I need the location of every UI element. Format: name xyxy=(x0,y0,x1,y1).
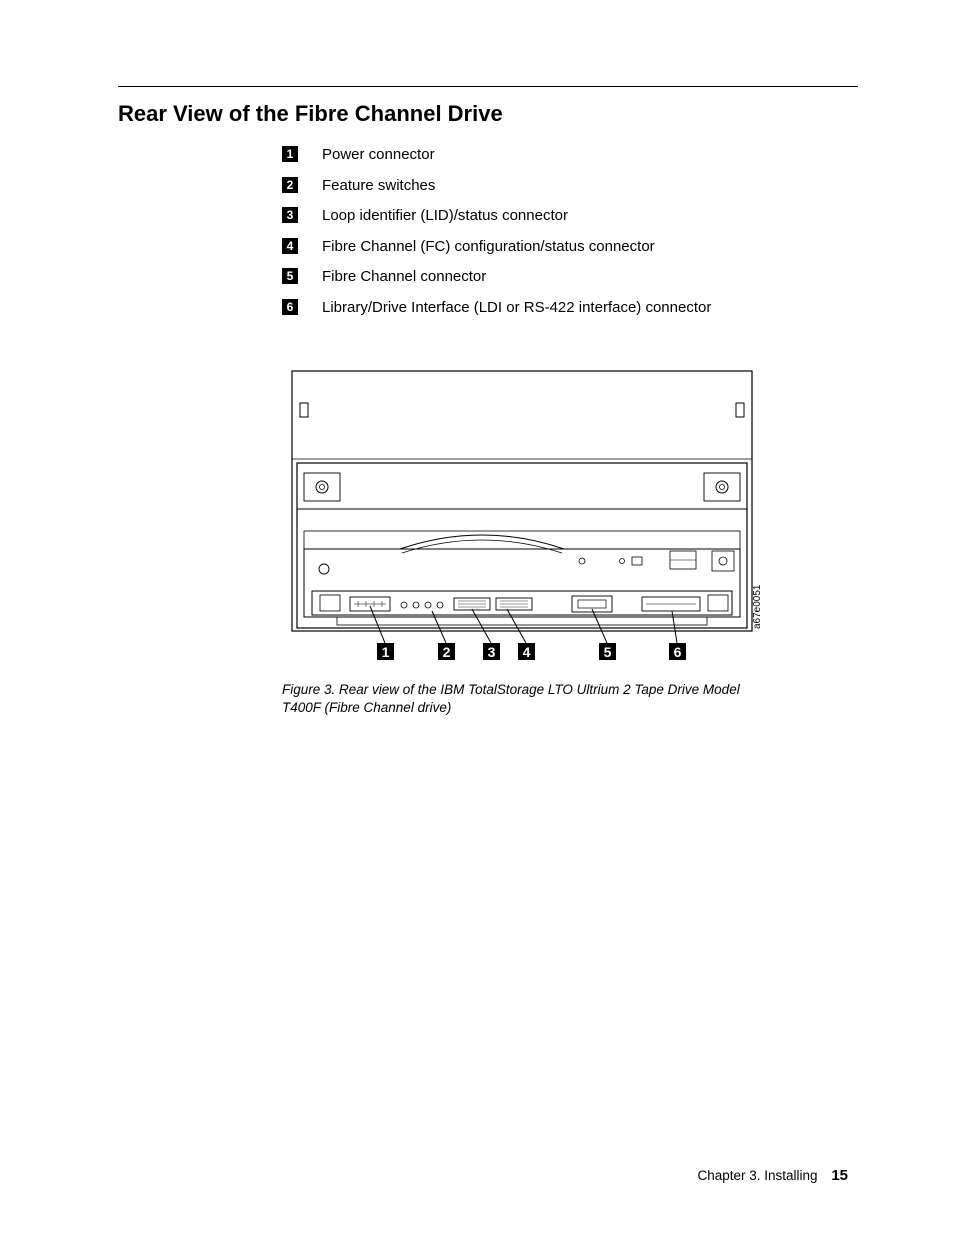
section-rule xyxy=(118,86,858,87)
legend-item: 2 Feature switches xyxy=(282,176,848,196)
legend-item: 1 Power connector xyxy=(282,145,848,165)
legend-text: Library/Drive Interface (LDI or RS-422 i… xyxy=(322,298,711,318)
figure-callout-4: 4 xyxy=(523,644,531,660)
callout-box-1: 1 xyxy=(282,146,298,162)
legend-item: 3 Loop identifier (LID)/status connector xyxy=(282,206,848,226)
callout-box-6: 6 xyxy=(282,299,298,315)
footer-page-number: 15 xyxy=(831,1167,848,1184)
figure: 1 2 3 4 5 6 a67e0051 Figure 3. Rear view… xyxy=(282,361,782,717)
legend-text: Feature switches xyxy=(322,176,435,196)
figure-side-label: a67e0051 xyxy=(752,584,763,629)
legend-item: 6 Library/Drive Interface (LDI or RS-422… xyxy=(282,298,848,318)
legend-text: Loop identifier (LID)/status connector xyxy=(322,206,568,226)
callout-box-5: 5 xyxy=(282,268,298,284)
rear-view-diagram: 1 2 3 4 5 6 a67e0051 xyxy=(282,361,782,671)
callout-box-4: 4 xyxy=(282,238,298,254)
figure-callout-1: 1 xyxy=(382,644,390,660)
callout-lines xyxy=(370,606,677,643)
callout-box-2: 2 xyxy=(282,177,298,193)
legend-list: 1 Power connector 2 Feature switches 3 L… xyxy=(282,145,848,317)
footer-chapter: Chapter 3. Installing xyxy=(697,1168,817,1183)
callout-box-3: 3 xyxy=(282,207,298,223)
figure-callout-5: 5 xyxy=(604,644,612,660)
figure-caption: Figure 3. Rear view of the IBM TotalStor… xyxy=(282,681,782,717)
callout-numbers: 1 2 3 4 5 6 xyxy=(377,643,686,660)
legend-item: 4 Fibre Channel (FC) configuration/statu… xyxy=(282,237,848,257)
legend-text: Fibre Channel (FC) configuration/status … xyxy=(322,237,655,257)
figure-callout-3: 3 xyxy=(488,644,496,660)
legend-item: 5 Fibre Channel connector xyxy=(282,267,848,287)
page: Rear View of the Fibre Channel Drive 1 P… xyxy=(0,0,954,1235)
section-heading: Rear View of the Fibre Channel Drive xyxy=(118,101,848,127)
figure-callout-6: 6 xyxy=(674,644,682,660)
page-footer: Chapter 3. Installing 15 xyxy=(697,1167,848,1184)
legend-text: Fibre Channel connector xyxy=(322,267,486,287)
legend-text: Power connector xyxy=(322,145,435,165)
figure-callout-2: 2 xyxy=(443,644,451,660)
